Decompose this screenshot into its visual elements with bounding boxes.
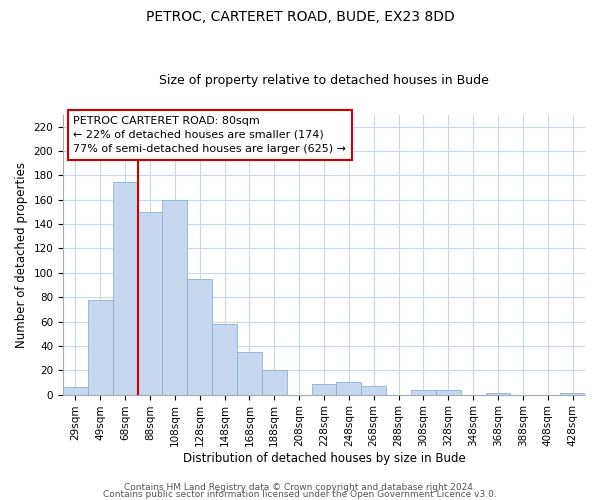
Text: PETROC CARTERET ROAD: 80sqm
← 22% of detached houses are smaller (174)
77% of se: PETROC CARTERET ROAD: 80sqm ← 22% of det… [73,116,346,154]
X-axis label: Distribution of detached houses by size in Bude: Distribution of detached houses by size … [182,452,466,465]
Bar [411,390,436,394]
Text: Contains HM Land Registry data © Crown copyright and database right 2024.: Contains HM Land Registry data © Crown c… [124,484,476,492]
Text: Contains public sector information licensed under the Open Government Licence v3: Contains public sector information licen… [103,490,497,499]
Bar [337,382,361,394]
Bar [163,200,187,394]
Bar [88,300,113,394]
Y-axis label: Number of detached properties: Number of detached properties [15,162,28,348]
Bar [187,279,212,394]
Bar [137,212,163,394]
Title: Size of property relative to detached houses in Bude: Size of property relative to detached ho… [159,74,489,87]
Bar [237,352,262,395]
Bar [262,370,287,394]
Bar [436,390,461,394]
Bar [361,386,386,394]
Bar [113,182,137,394]
Bar [311,384,337,394]
Text: PETROC, CARTERET ROAD, BUDE, EX23 8DD: PETROC, CARTERET ROAD, BUDE, EX23 8DD [146,10,454,24]
Bar [63,388,88,394]
Bar [212,324,237,394]
